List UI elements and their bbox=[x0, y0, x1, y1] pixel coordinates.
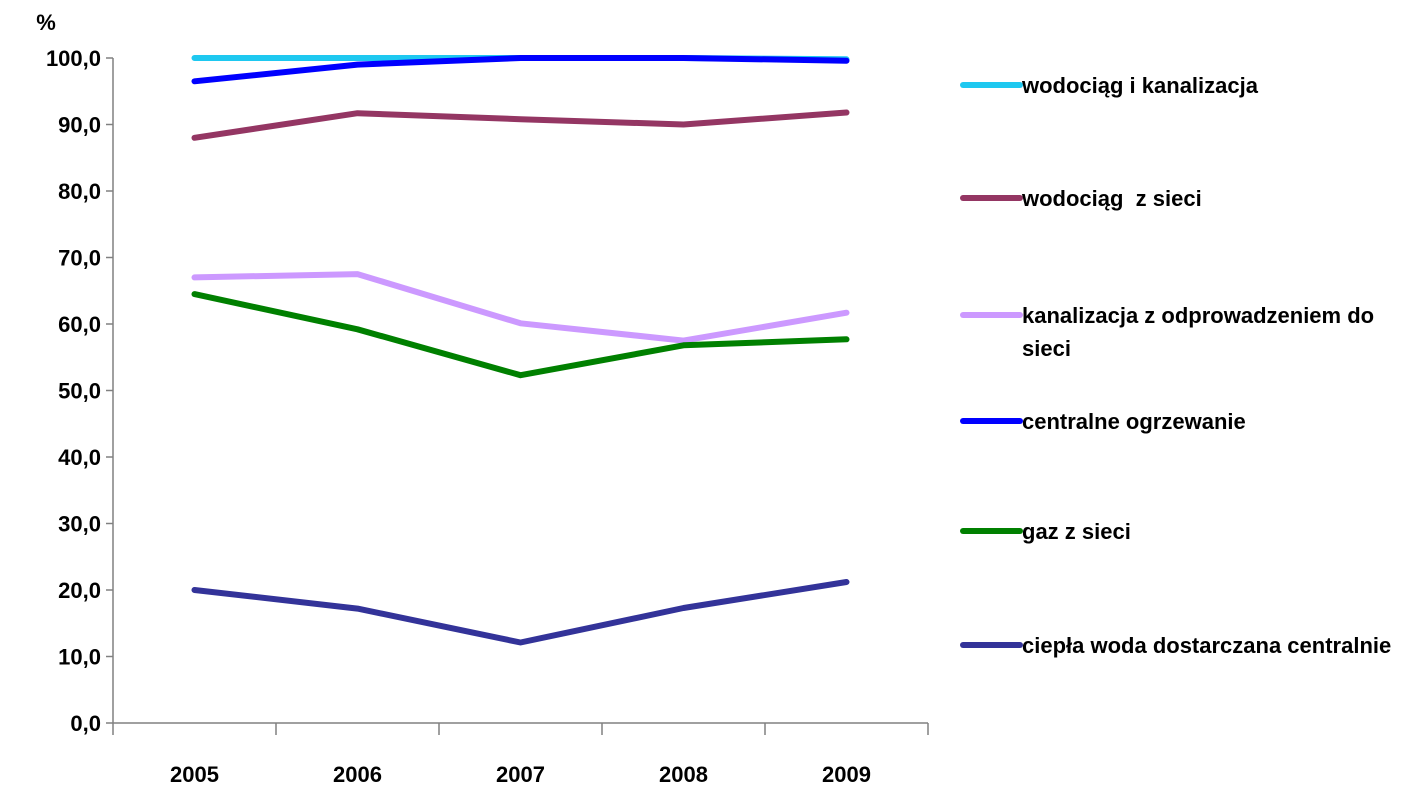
series-line-2 bbox=[191, 109, 850, 141]
x-tick-label: 2005 bbox=[170, 762, 219, 787]
series-line-4 bbox=[191, 55, 850, 85]
legend-item-2: wodociąg z sieci bbox=[960, 186, 1202, 211]
y-tick-labels: 0,0 10,0 20,0 30,0 40,0 50,0 60,0 70,0 80,0 90,0 1… bbox=[46, 46, 101, 736]
legend-label: kanalizacja z odprowadzeniem do sieci bbox=[1022, 303, 1374, 361]
series-line-3 bbox=[191, 271, 850, 344]
legend: wodociąg i kanalizacja wodociąg z sieci ka… bbox=[960, 73, 1391, 658]
y-tick-label: 0,0 bbox=[70, 711, 101, 736]
axes bbox=[106, 57, 929, 735]
legend-item-1: wodociąg i kanalizacja bbox=[960, 73, 1259, 98]
x-tick-label: 2006 bbox=[333, 762, 382, 787]
x-tick-label: 2007 bbox=[496, 762, 545, 787]
y-tick-label: 80,0 bbox=[58, 179, 101, 204]
y-tick-label: 50,0 bbox=[58, 379, 101, 404]
y-tick-label: 40,0 bbox=[58, 445, 101, 470]
y-tick-label: 10,0 bbox=[58, 645, 101, 670]
legend-label: ciepła woda dostarczana centralnie bbox=[1022, 633, 1391, 658]
legend-label: gaz z sieci bbox=[1022, 519, 1131, 544]
y-tick-label: 60,0 bbox=[58, 312, 101, 337]
legend-label: centralne ogrzewanie bbox=[1022, 409, 1246, 434]
y-tick-label: 100,0 bbox=[46, 46, 101, 71]
series-line-5 bbox=[191, 291, 850, 379]
y-axis-label: % bbox=[36, 10, 56, 35]
legend-label: wodociąg z sieci bbox=[1021, 186, 1202, 211]
legend-label: wodociąg i kanalizacja bbox=[1021, 73, 1259, 98]
y-tick-label: 90,0 bbox=[58, 113, 101, 138]
y-tick-label: 30,0 bbox=[58, 512, 101, 537]
series-lines bbox=[191, 55, 850, 646]
legend-item-4: centralne ogrzewanie bbox=[960, 409, 1246, 434]
y-tick-label: 70,0 bbox=[58, 246, 101, 271]
legend-item-3: kanalizacja z odprowadzeniem do sieci bbox=[960, 303, 1374, 361]
series-line-6 bbox=[191, 579, 850, 646]
x-tick-labels: 2005 2006 2007 2008 2009 bbox=[170, 762, 871, 787]
legend-item-5: gaz z sieci bbox=[960, 519, 1131, 544]
y-tick-label: 20,0 bbox=[58, 578, 101, 603]
x-tick-label: 2009 bbox=[822, 762, 871, 787]
x-tick-label: 2008 bbox=[659, 762, 708, 787]
legend-item-6: ciepła woda dostarczana centralnie bbox=[960, 633, 1391, 658]
